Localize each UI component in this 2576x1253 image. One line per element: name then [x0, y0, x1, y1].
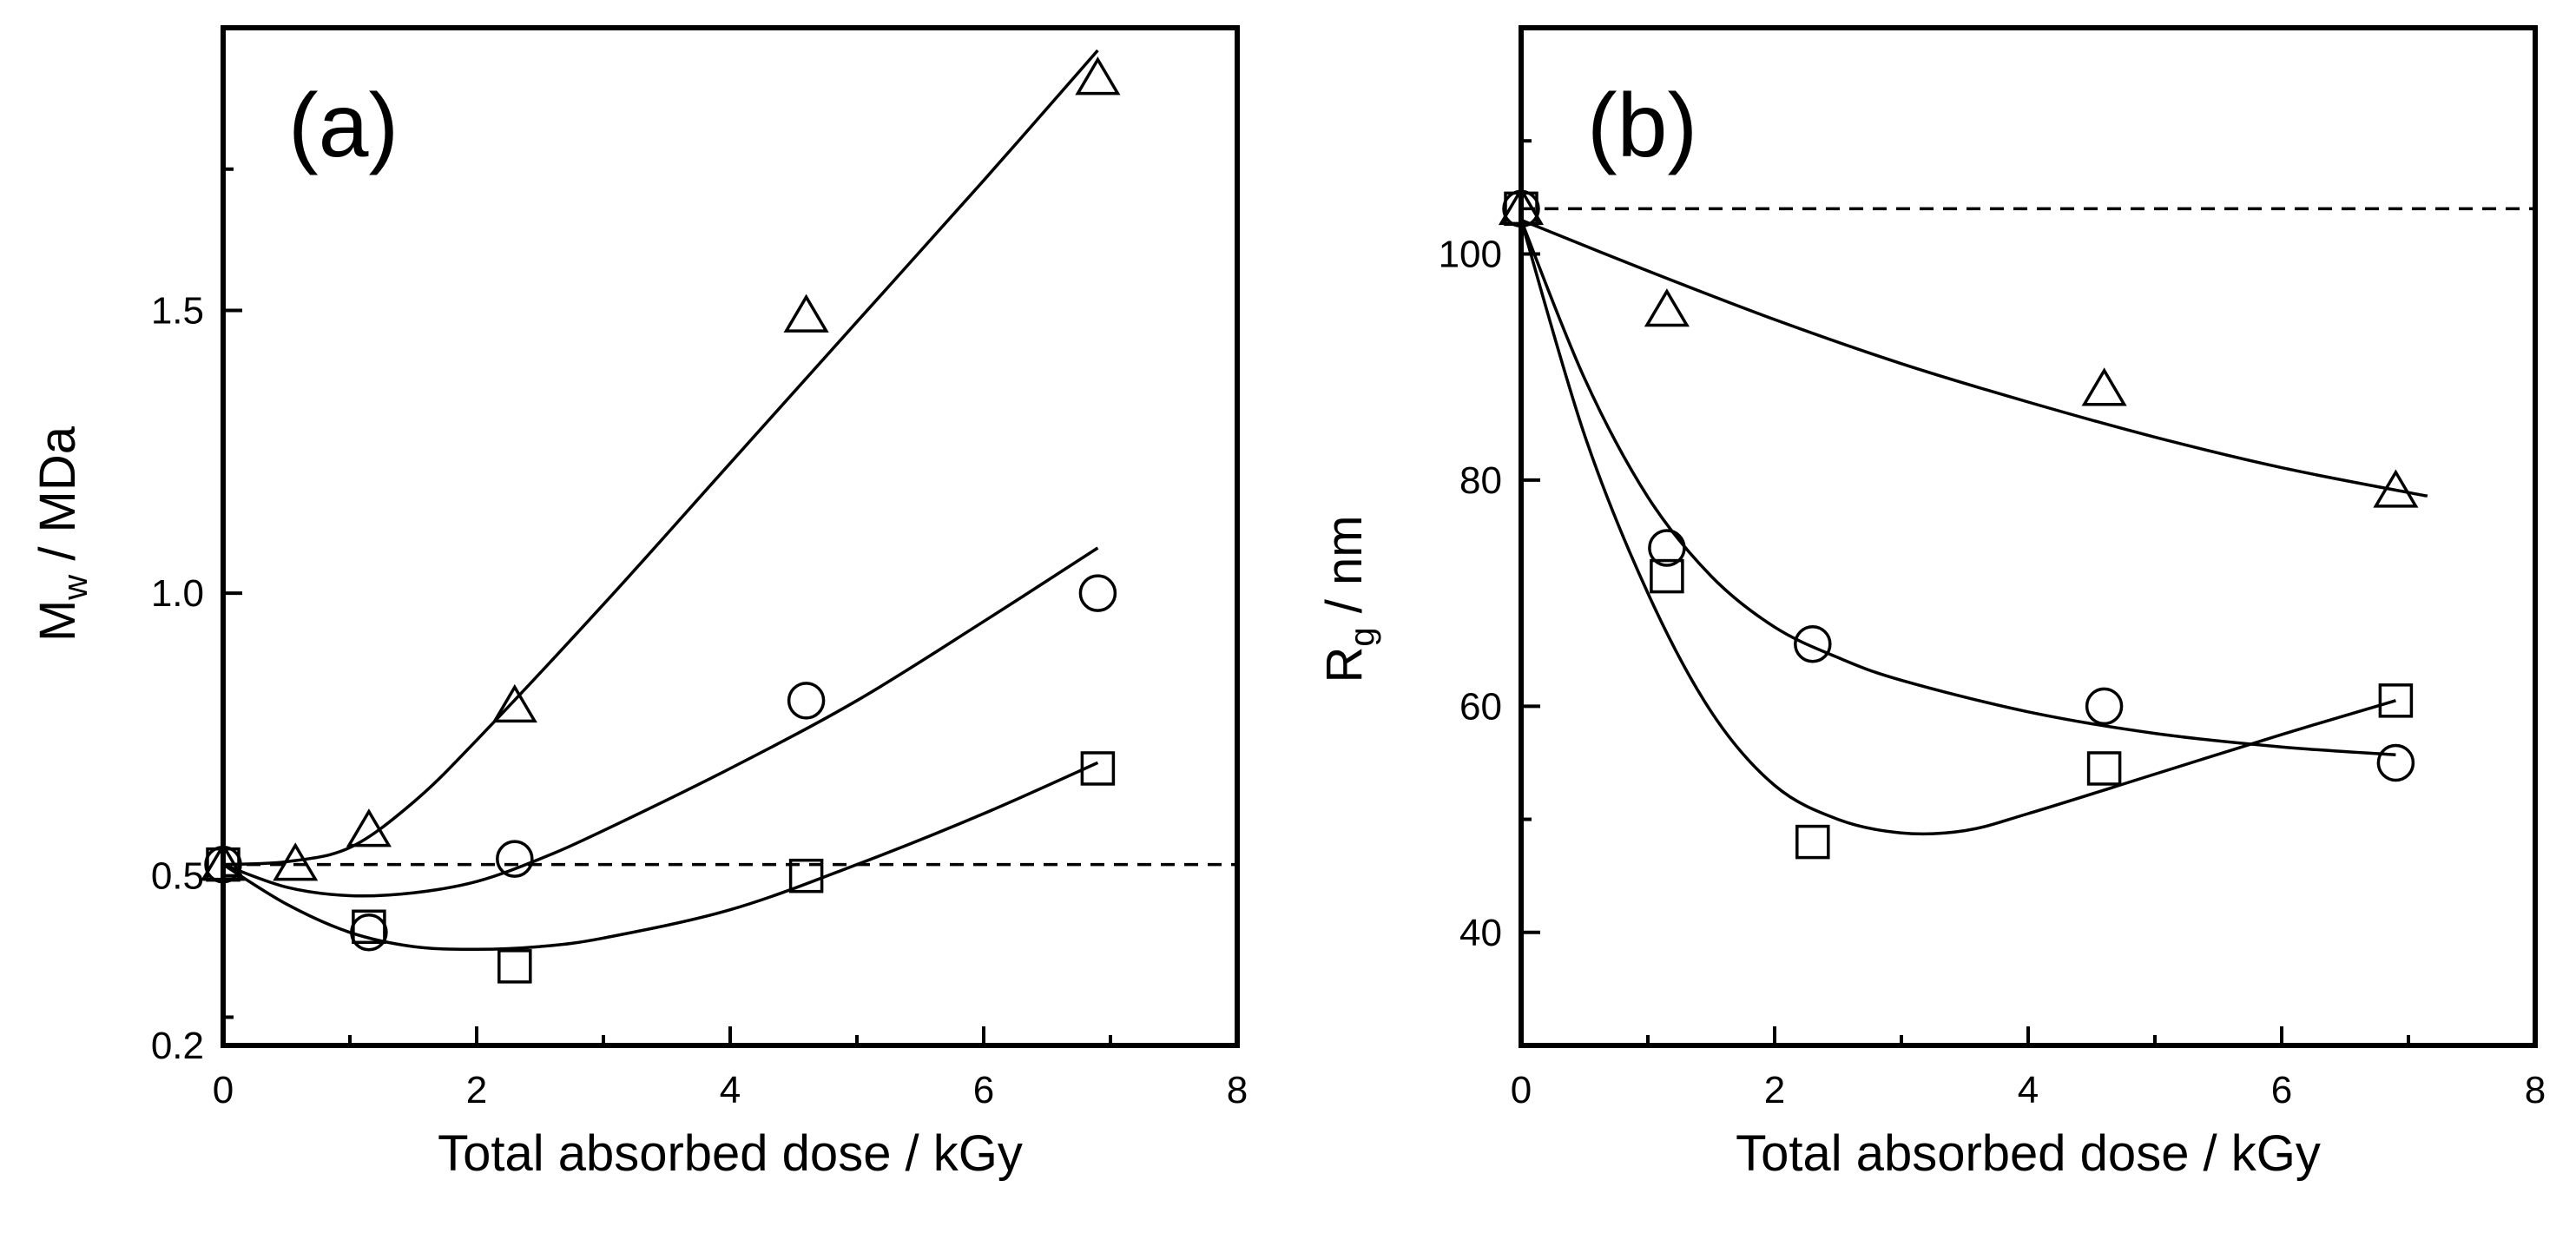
circle-fit-line-a — [222, 546, 1099, 898]
circle-marker-a — [204, 845, 242, 884]
y-axis-a: 0.2 0.5 1.0 1.5 — [151, 167, 242, 1067]
circle-marker-b — [2085, 687, 2124, 726]
y-axis-title-a-main: M — [30, 600, 86, 642]
panel-a: (a) 0 2 4 6 8 0.2 0.5 1.0 1.5 Total absorbed do… — [30, 25, 1248, 1182]
markers-a — [200, 56, 1121, 984]
y-axis-title-b: Rg / nm — [1316, 515, 1381, 683]
circle-marker-a — [1078, 574, 1117, 612]
x-tick-label: 0 — [1511, 1069, 1532, 1111]
y-axis-b: 40 60 80 100 — [1439, 139, 1540, 954]
x-tick-label: 4 — [2018, 1069, 2039, 1111]
panel-label-b: (b) — [1587, 76, 1697, 176]
square-marker-b — [1650, 558, 1684, 594]
x-tick-label: 8 — [2525, 1069, 2546, 1111]
square-marker-a — [497, 949, 532, 984]
triangle-marker-a — [491, 683, 537, 723]
square-marker-b — [2086, 751, 2122, 786]
panel-label-a: (a) — [288, 76, 399, 176]
y-tick-label: 0.5 — [151, 855, 204, 898]
y-tick-label: 1.5 — [151, 290, 204, 333]
x-axis-a: 0 2 4 6 8 — [213, 1026, 1248, 1111]
x-tick-label: 8 — [1227, 1069, 1248, 1111]
x-axis-title-a: Total absorbed dose / kGy — [438, 1125, 1023, 1182]
square-marker-b — [1795, 824, 1830, 860]
circle-marker-b — [1648, 529, 1686, 567]
triangle-marker-a — [346, 808, 392, 847]
x-tick-label: 2 — [1764, 1069, 1785, 1111]
triangle-marker-a — [1075, 56, 1121, 96]
plot-frame-b — [1519, 25, 2538, 1048]
x-tick-label: 4 — [720, 1069, 741, 1111]
circle-marker-b — [2376, 743, 2415, 782]
triangle-marker-b — [2373, 469, 2419, 508]
square-marker-b — [2378, 683, 2414, 718]
y-axis-title-a-sub: w — [56, 575, 95, 601]
square-fit-line-b — [1519, 219, 2396, 836]
y-tick-label: 1.0 — [151, 572, 204, 615]
triangle-marker-a — [273, 842, 319, 881]
triangle-marker-b — [1644, 288, 1690, 327]
circle-marker-a — [350, 913, 388, 952]
square-marker-a — [206, 847, 240, 882]
markers-b — [1498, 186, 2419, 860]
x-tick-label: 0 — [213, 1069, 234, 1111]
y-axis-title-a: Mw / MDa — [30, 425, 95, 642]
plot-frame-a — [221, 25, 1240, 1048]
x-tick-label: 2 — [466, 1069, 487, 1111]
triangle-marker-a — [783, 293, 829, 333]
circle-marker-a — [787, 682, 826, 720]
y-tick-label: 0.2 — [151, 1025, 204, 1067]
circle-marker-a — [496, 840, 534, 878]
y-tick-label: 80 — [1459, 459, 1502, 502]
y-axis-title-a-rest: / MDa — [30, 425, 86, 575]
square-fit-line-a — [222, 761, 1099, 952]
y-tick-label: 40 — [1459, 912, 1502, 954]
y-axis-title-b-main: R — [1316, 647, 1373, 683]
fit-lines-b — [1519, 207, 2535, 836]
square-marker-a — [788, 858, 824, 894]
square-marker-a — [1080, 751, 1116, 786]
square-marker-a — [352, 909, 386, 945]
triangle-fit-line-a — [222, 49, 1099, 867]
fit-lines-a — [222, 49, 1237, 952]
y-axis-title-b-rest: / nm — [1316, 515, 1373, 627]
triangle-marker-b — [2081, 367, 2127, 406]
circle-fit-line-b — [1519, 219, 2396, 757]
y-tick-label: 60 — [1459, 685, 1502, 728]
panel-b: (b) 0 2 4 6 8 40 60 80 100 Total absorbed dose … — [1316, 25, 2546, 1182]
square-marker-b — [1504, 191, 1538, 227]
circle-marker-b — [1794, 624, 1832, 663]
x-tick-label: 6 — [973, 1069, 994, 1111]
triangle-fit-line-b — [1520, 218, 2428, 498]
y-tick-label: 100 — [1439, 233, 1502, 275]
y-axis-title-b-sub: g — [1343, 627, 1381, 646]
x-axis-title-b: Total absorbed dose / kGy — [1736, 1125, 2321, 1182]
x-axis-b: 0 2 4 6 8 — [1511, 1026, 2546, 1111]
circle-marker-b — [1502, 189, 1540, 228]
x-tick-label: 6 — [2271, 1069, 2292, 1111]
